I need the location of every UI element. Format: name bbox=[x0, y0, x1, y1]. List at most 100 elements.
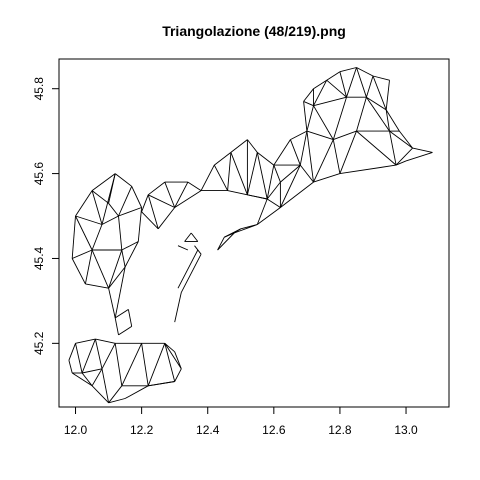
mesh-edge bbox=[213, 164, 228, 191]
mesh-edge bbox=[227, 190, 248, 196]
mesh-edge bbox=[365, 75, 374, 98]
mesh-edge bbox=[174, 190, 202, 208]
mesh-edge bbox=[148, 194, 175, 208]
mesh-edge bbox=[217, 236, 225, 251]
x-tick-label: 13.0 bbox=[394, 423, 418, 437]
mesh-edge bbox=[313, 139, 334, 183]
mesh-edge bbox=[108, 249, 123, 289]
mesh-edge bbox=[108, 288, 116, 318]
mesh-edge bbox=[356, 67, 374, 77]
mesh-edge bbox=[75, 338, 96, 344]
mesh-edge bbox=[118, 186, 133, 217]
y-tick-label: 45.2 bbox=[32, 331, 46, 355]
mesh-edge bbox=[332, 139, 341, 174]
mesh-edge bbox=[217, 232, 235, 251]
mesh-edge bbox=[82, 368, 103, 374]
mesh-edge bbox=[333, 130, 357, 141]
y-tick-label: 45.8 bbox=[32, 77, 46, 101]
mesh-edge bbox=[339, 130, 357, 174]
mesh-edge bbox=[306, 105, 314, 132]
mesh-edge bbox=[72, 249, 93, 259]
mesh-edge bbox=[127, 309, 133, 327]
mesh-edge bbox=[303, 101, 308, 132]
mesh-edge bbox=[399, 130, 413, 149]
mesh-edge bbox=[75, 343, 83, 374]
mesh-edge bbox=[164, 343, 176, 382]
mesh-edge bbox=[147, 181, 166, 196]
mesh-edge bbox=[180, 253, 202, 293]
mesh-edge bbox=[303, 100, 314, 107]
mesh-edge bbox=[366, 96, 387, 111]
mesh-edge bbox=[131, 186, 143, 208]
mesh-edge bbox=[299, 131, 308, 166]
mesh-edge bbox=[273, 139, 291, 166]
mesh-edge bbox=[313, 96, 347, 107]
mesh-edge bbox=[141, 211, 159, 230]
mesh-edge bbox=[257, 207, 281, 225]
mesh-edge bbox=[164, 342, 175, 353]
mesh-edge bbox=[240, 224, 258, 230]
mesh-edge bbox=[121, 249, 126, 268]
mesh-edge bbox=[118, 215, 123, 251]
mesh-edge bbox=[279, 164, 301, 208]
mesh-edge bbox=[141, 194, 149, 212]
mesh-edge bbox=[339, 71, 347, 98]
mesh-edge bbox=[91, 173, 116, 191]
mesh-edge bbox=[75, 215, 93, 251]
mesh-edge bbox=[289, 139, 301, 166]
mesh-edge bbox=[224, 232, 235, 238]
mesh-edge bbox=[280, 164, 301, 183]
mesh-edge bbox=[339, 164, 397, 175]
mesh-edge bbox=[385, 109, 400, 132]
mesh-edge bbox=[326, 79, 347, 98]
mesh-edge bbox=[412, 147, 433, 153]
mesh-edge bbox=[372, 75, 387, 111]
mesh-edge bbox=[356, 97, 367, 132]
mesh-edge bbox=[227, 152, 232, 191]
mesh-edge bbox=[108, 266, 126, 289]
mesh-edge bbox=[184, 232, 192, 242]
triangulation-mesh bbox=[68, 67, 433, 404]
mesh-edge bbox=[147, 194, 159, 229]
chart-title: Triangolazione (48/219).png bbox=[162, 23, 346, 39]
mesh-edge bbox=[395, 147, 413, 166]
mesh-edge bbox=[71, 372, 93, 387]
mesh-edge bbox=[174, 181, 189, 208]
mesh-edge bbox=[91, 224, 103, 251]
mesh-edge bbox=[81, 372, 93, 387]
mesh-edge bbox=[114, 266, 126, 318]
mesh-edge bbox=[194, 245, 202, 255]
mesh-edge bbox=[230, 139, 248, 153]
mesh-edge bbox=[299, 164, 314, 183]
mesh-edge bbox=[313, 105, 334, 140]
mesh-edge bbox=[385, 80, 390, 110]
x-axis: 12.0 12.2 12.4 12.6 12.8 13.0 bbox=[64, 407, 418, 437]
mesh-edge bbox=[266, 181, 281, 200]
mesh-edge bbox=[174, 368, 182, 382]
x-tick-label: 12.6 bbox=[262, 423, 286, 437]
mesh-edge bbox=[174, 292, 182, 323]
mesh-edge bbox=[121, 343, 143, 386]
mesh-edge bbox=[164, 181, 176, 208]
mesh-edge bbox=[91, 190, 103, 225]
mesh-edge bbox=[91, 249, 110, 289]
mesh-edge bbox=[114, 173, 132, 187]
mesh-edge bbox=[356, 130, 397, 166]
y-axis: 45.2 45.4 45.6 45.8 bbox=[32, 77, 59, 355]
x-tick-label: 12.8 bbox=[328, 423, 352, 437]
mesh-edge bbox=[75, 190, 93, 217]
mesh-edge bbox=[313, 79, 327, 90]
mesh-edge bbox=[118, 207, 142, 217]
mesh-edge bbox=[405, 151, 433, 162]
mesh-edge bbox=[108, 385, 123, 404]
mesh-edge bbox=[366, 96, 390, 132]
mesh-edge bbox=[339, 67, 357, 73]
mesh-edge bbox=[356, 67, 367, 98]
mesh-edge bbox=[313, 173, 341, 183]
mesh-edge bbox=[101, 343, 116, 370]
mesh-edge bbox=[247, 194, 268, 200]
x-tick-label: 12.4 bbox=[196, 423, 220, 437]
mesh-edge bbox=[200, 164, 215, 191]
mesh-edge bbox=[256, 198, 268, 225]
